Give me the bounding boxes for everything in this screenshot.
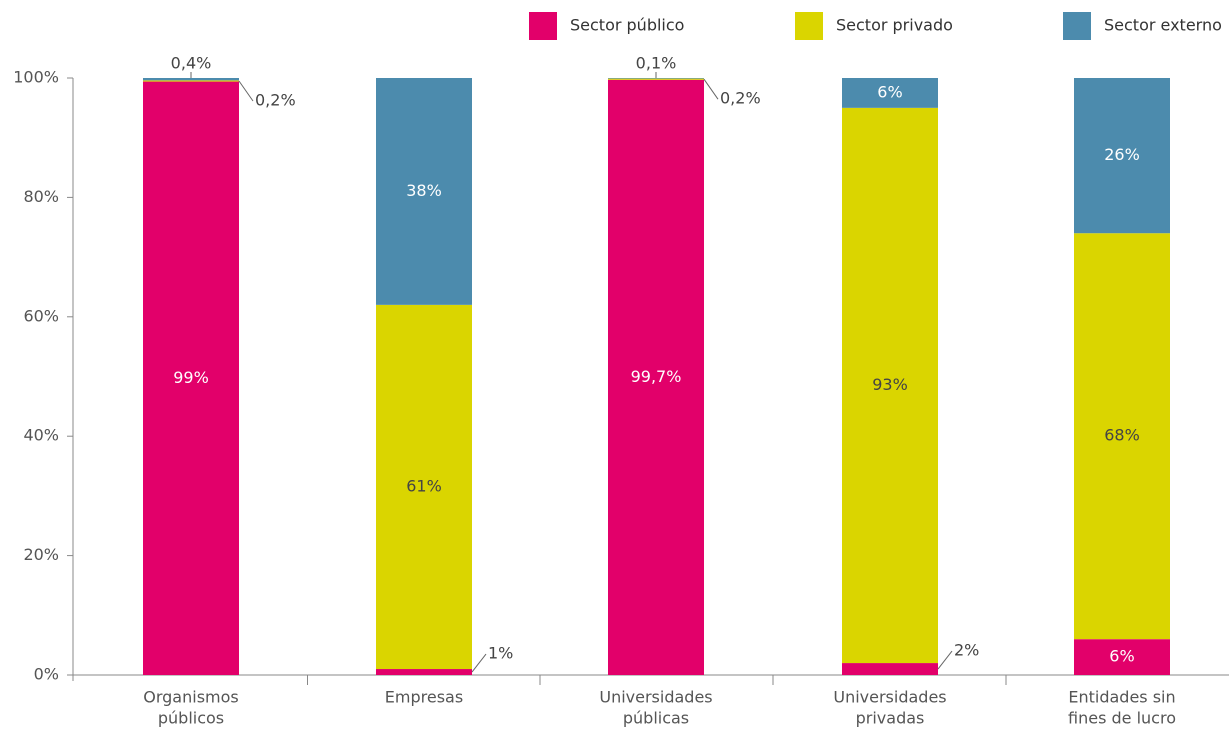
data-label: 99,7% [631, 367, 682, 386]
data-label: 0,4% [171, 54, 212, 73]
x-category-label: Universidades [833, 688, 946, 707]
x-category-label: Entidades sin [1068, 688, 1175, 707]
x-category-label: fines de lucro [1068, 709, 1176, 728]
data-label: 93% [872, 375, 908, 394]
bar-segment-sector-externo [608, 78, 704, 79]
y-tick-label: 100% [13, 68, 59, 87]
data-label: 6% [877, 82, 902, 101]
bar-segment-sector-publico [143, 81, 239, 675]
data-label: 99% [173, 368, 209, 387]
bar-segment-sector-externo [842, 78, 938, 108]
bar-segment-sector-privado [143, 80, 239, 82]
x-category-label: públicos [158, 709, 224, 728]
bar-segment-sector-externo [143, 78, 239, 81]
legend-label: Sector externo [1104, 16, 1222, 35]
data-label: 68% [1104, 426, 1140, 445]
y-tick-label: 60% [23, 306, 59, 325]
bar-segment-sector-publico [1074, 639, 1170, 675]
y-tick-label: 40% [23, 426, 59, 445]
x-category-label: Universidades [599, 688, 712, 707]
bar-segment-sector-privado [608, 78, 704, 80]
y-tick-label: 0% [34, 665, 59, 684]
data-label: 0,2% [255, 90, 296, 109]
leader-line [703, 78, 719, 100]
legend-swatch [795, 12, 823, 40]
data-label: 0,2% [720, 89, 761, 108]
data-label: 0,1% [636, 54, 677, 73]
legend-label: Sector privado [836, 16, 953, 35]
leader-line [937, 650, 953, 670]
y-tick-label: 20% [23, 545, 59, 564]
data-label: 38% [406, 181, 442, 200]
bar-segment-sector-publico [608, 79, 704, 675]
bar-segment-sector-privado [376, 304, 472, 670]
bar-segment-sector-publico [376, 669, 472, 675]
bar-segment-sector-externo [376, 78, 472, 305]
y-tick-label: 80% [23, 187, 59, 206]
bar-segment-sector-privado [842, 107, 938, 664]
x-category-label: Organismos [143, 688, 238, 707]
bar-segment-sector-externo [1074, 78, 1170, 234]
bar-segment-sector-privado [1074, 233, 1170, 640]
data-label: 61% [406, 476, 442, 495]
data-label: 2% [954, 641, 979, 660]
legend-label: Sector público [570, 16, 684, 35]
x-category-label: privadas [856, 709, 925, 728]
bar-segment-sector-publico [842, 663, 938, 675]
data-label: 26% [1104, 145, 1140, 164]
leader-line [238, 80, 254, 102]
data-label: 6% [1109, 647, 1134, 666]
data-label: 1% [488, 644, 513, 663]
legend-swatch [529, 12, 557, 40]
legend-swatch [1063, 12, 1091, 40]
x-category-label: públicas [623, 709, 689, 728]
leader-line [471, 653, 487, 673]
x-category-label: Empresas [385, 688, 463, 707]
